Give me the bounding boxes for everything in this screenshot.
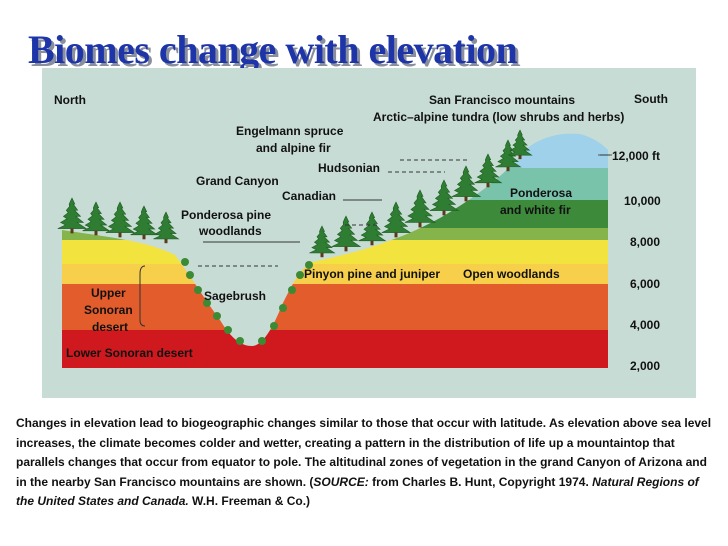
tree-trunk — [344, 246, 348, 252]
label-canadian: Canadian — [282, 189, 336, 203]
conifer-tree — [57, 197, 88, 229]
label-upper-1: Upper — [91, 286, 126, 300]
elevation-label-12000: 12,000 ft — [612, 149, 660, 163]
conifer-tree — [331, 215, 362, 247]
lower-sonoran-band — [62, 330, 608, 368]
label-upper-2: Sonoran — [84, 303, 133, 317]
elevation-label-2000: 2,000 — [630, 359, 660, 373]
caption-source-from: from Charles B. Hunt, Copyright 1974. — [368, 474, 593, 489]
label-arctic-tundra: Arctic–alpine tundra (low shrubs and her… — [373, 110, 624, 124]
tree-trunk — [70, 228, 74, 234]
label-pp-woodlands-2: woodlands — [198, 224, 262, 238]
elevation-label-10000: 10,000 — [624, 194, 661, 208]
label-upper-3: desert — [92, 320, 128, 334]
conifer-tree — [82, 201, 111, 232]
tree-trunk — [418, 222, 422, 228]
biome-elevation-diagram: North South San Francisco mountains Arct… — [42, 68, 696, 398]
label-ponderosa-1: Ponderosa — [510, 186, 572, 200]
label-south: South — [634, 92, 668, 106]
tree-trunk — [506, 167, 510, 172]
label-engelmann-1: Engelmann spruce — [236, 124, 344, 138]
label-sagebrush: Sagebrush — [204, 289, 266, 303]
conifer-tree — [451, 165, 482, 197]
sagebrush-shrubs — [181, 258, 313, 345]
label-ponderosa-2: and white fir — [500, 203, 571, 217]
trees — [57, 129, 533, 258]
elevation-label-4000: 4,000 — [630, 318, 660, 332]
label-north: North — [54, 93, 86, 107]
caption-main: Changes in elevation lead to biogeograph… — [16, 416, 712, 489]
tree-trunk — [118, 232, 122, 238]
conifer-tree — [508, 129, 533, 156]
conifer-tree — [404, 189, 437, 223]
label-engelmann-2: and alpine fir — [256, 141, 331, 155]
upper-sonoran-band — [62, 284, 608, 330]
label-pinyon: Pinyon pine and juniper — [304, 267, 440, 281]
tree-trunk — [442, 210, 446, 216]
tree-trunk — [94, 230, 98, 236]
tree-trunk — [164, 239, 168, 244]
tree-trunk — [142, 234, 146, 240]
tree-trunk — [394, 232, 398, 238]
tree-trunk — [370, 240, 374, 246]
conifer-tree — [105, 201, 136, 233]
elevation-label-8000: 8,000 — [630, 235, 660, 249]
conifer-tree — [309, 225, 336, 254]
conifer-tree — [130, 205, 159, 236]
tree-trunk — [486, 182, 490, 188]
page-title: Biomes change with elevation — [28, 27, 518, 72]
label-open-woodlands: Open woodlands — [463, 267, 560, 281]
label-lower-sonoran: Lower Sonoran desert — [66, 346, 193, 360]
conifer-tree — [474, 153, 503, 184]
label-sf-mountains: San Francisco mountains — [429, 93, 575, 107]
conifer-tree — [381, 201, 412, 233]
elevation-label-6000: 6,000 — [630, 277, 660, 291]
leader-lines — [139, 154, 610, 327]
tree-trunk — [320, 253, 324, 258]
figure-caption: Changes in elevation lead to biogeograph… — [16, 414, 716, 512]
label-pp-woodlands-1: Ponderosa pine — [181, 208, 271, 222]
label-hudsonian: Hudsonian — [318, 161, 380, 175]
caption-publisher: W.H. Freeman & Co.) — [188, 494, 311, 508]
conifer-tree — [358, 211, 387, 242]
conifer-tree — [429, 179, 460, 211]
label-grand-canyon: Grand Canyon — [196, 174, 279, 188]
conifer-tree — [153, 211, 180, 240]
tree-trunk — [464, 196, 468, 202]
caption-book-title: Natural Regions of the United States and… — [16, 474, 699, 509]
conifer-tree — [495, 139, 522, 168]
caption-source-label: SOURCE: — [313, 474, 369, 489]
tree-trunk — [518, 155, 522, 160]
